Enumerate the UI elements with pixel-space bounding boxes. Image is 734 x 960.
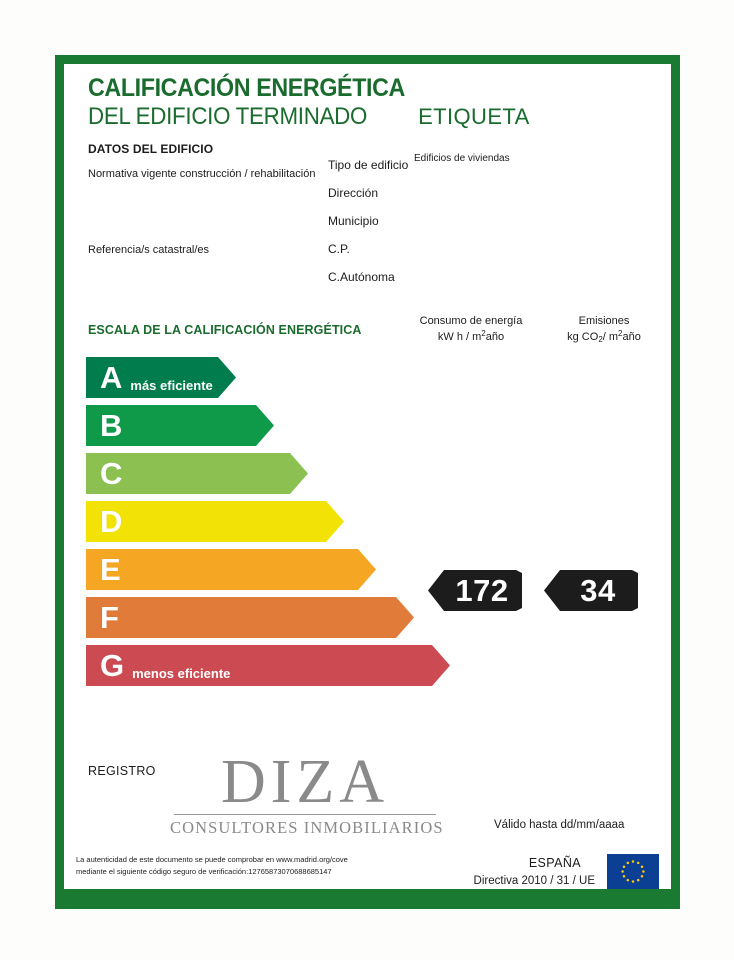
consumo-value: 172 [455, 572, 509, 608]
frame-border-bottom [55, 889, 680, 909]
rating-bar-row-g: G menos eficiente [86, 645, 450, 693]
bar-shape-b [86, 405, 274, 446]
watermark-divider [174, 813, 436, 815]
rating-bar-g: G menos eficiente [86, 645, 450, 686]
field-row-direccion: Dirección [328, 184, 658, 212]
emisiones-units-label: kg CO2/ m2año [567, 328, 641, 344]
rating-letter-g: G [100, 648, 125, 683]
eu-stars [607, 854, 659, 889]
rating-bar-b: B [86, 405, 274, 446]
rating-letter-d: D [100, 504, 123, 539]
rating-bar-row-a: A más eficiente [86, 357, 450, 405]
field-label: C.P. [328, 242, 350, 256]
rating-bar-c: C [86, 453, 308, 494]
building-field-list: Tipo de edificio Edificios de viviendas … [328, 153, 658, 296]
rating-bar-row-f: F [86, 597, 450, 645]
directiva-label: Directiva 2010 / 31 / UE [473, 875, 595, 887]
verification-line-1: La autenticidad de este documento se pue… [76, 855, 348, 864]
emisiones-column-header: Emisiones kg CO2/ m2año [548, 314, 660, 346]
espana-eu-block: ESPAÑA Directiva 2010 / 31 / UE [474, 854, 659, 889]
frame-border-right [671, 55, 680, 909]
field-label: Municipio [328, 214, 379, 228]
registro-label: REGISTRO [88, 764, 156, 778]
rating-bar-row-b: B [86, 405, 450, 453]
rating-letter-e: E [100, 552, 121, 587]
most-efficient-note: más eficiente [130, 378, 213, 393]
building-data-heading: DATOS DEL EDIFICIO [88, 142, 214, 156]
verification-line-2: mediante el siguiente código seguro de v… [76, 866, 332, 876]
bar-shape-c [86, 453, 308, 494]
bar-shape-g [86, 645, 450, 686]
frame-border-left [55, 55, 64, 909]
rating-bar-row-e: E [86, 549, 450, 597]
bar-shape-d [86, 501, 344, 542]
verification-text: La autenticidad de este documento se pue… [76, 854, 406, 877]
bar-shape-a [86, 357, 236, 398]
rating-bar-row-d: D [86, 501, 450, 549]
watermark-tagline: CONSULTORES INMOBILIARIOS [170, 817, 444, 837]
rating-bar-a: A más eficiente [86, 357, 236, 398]
energy-scale-heading: ESCALA DE LA CALIFICACIÓN ENERGÉTICA [88, 323, 362, 337]
normativa-label: Normativa vigente construcción / rehabil… [88, 168, 316, 180]
referencia-catastral-label: Referencia/s catastral/es [88, 244, 210, 256]
emisiones-value-badge: 34 [544, 570, 638, 611]
emisiones-header-label: Emisiones [578, 315, 630, 327]
consumo-column-header: Consumo de energía kW h / m2año [408, 314, 534, 346]
bar-shape-f [86, 597, 414, 638]
frame-border-top [55, 55, 680, 64]
field-label: Dirección [328, 186, 379, 200]
consumo-value-badge: 172 [428, 570, 522, 611]
field-label: C.Autónoma [328, 270, 395, 284]
rating-letter-b: B [100, 408, 123, 443]
field-row-municipio: Municipio [328, 212, 658, 240]
rating-bar-d: D [86, 501, 344, 542]
espana-texts: ESPAÑA Directiva 2010 / 31 / UE [474, 856, 595, 887]
emisiones-badge-shape [544, 570, 638, 611]
rating-letter-c: C [100, 456, 123, 491]
page-title: CALIFICACIÓN ENERGÉTICA DEL EDIFICIO TER… [88, 75, 530, 131]
consumo-header-label: Consumo de energía [419, 315, 523, 327]
rating-bar-e: E [86, 549, 376, 590]
etiqueta-badge: ETIQUETA [418, 104, 530, 130]
diza-watermark-logo: DIZA CONSULTORES INMOBILIARIOS [170, 748, 444, 838]
title-line-2: DEL EDIFICIO TERMINADO [88, 103, 368, 131]
country-label: ESPAÑA [528, 856, 581, 870]
consumo-badge-shape [428, 570, 522, 611]
energy-rating-scale: A más eficiente B C [86, 357, 450, 693]
watermark-brand-name: DIZA [220, 748, 390, 816]
eu-flag-icon [607, 854, 659, 889]
rating-letter-f: F [100, 600, 119, 635]
rating-bar-f: F [86, 597, 414, 638]
title-line-2-row: DEL EDIFICIO TERMINADO ETIQUETA [88, 103, 530, 131]
title-line-1: CALIFICACIÓN ENERGÉTICA [88, 74, 405, 102]
rating-letter-a: A [100, 360, 123, 395]
bar-shape-e [86, 549, 376, 590]
field-value: Edificios de viviendas [414, 153, 510, 164]
rating-bar-row-c: C [86, 453, 450, 501]
certificate-sheet: CALIFICACIÓN ENERGÉTICA DEL EDIFICIO TER… [64, 64, 671, 889]
field-row-tipo-de-edificio: Tipo de edificio Edificios de viviendas [328, 153, 658, 184]
consumo-units-label: kW h / m2año [437, 328, 505, 343]
field-label: Tipo de edificio [328, 158, 409, 172]
field-row-cp: C.P. [328, 240, 658, 268]
valid-until-label: Válido hasta dd/mm/aaaa [494, 819, 625, 831]
field-row-comunidad-autonoma: C.Autónoma [328, 268, 658, 296]
least-efficient-note: menos eficiente [132, 666, 231, 681]
emisiones-value: 34 [580, 572, 616, 608]
